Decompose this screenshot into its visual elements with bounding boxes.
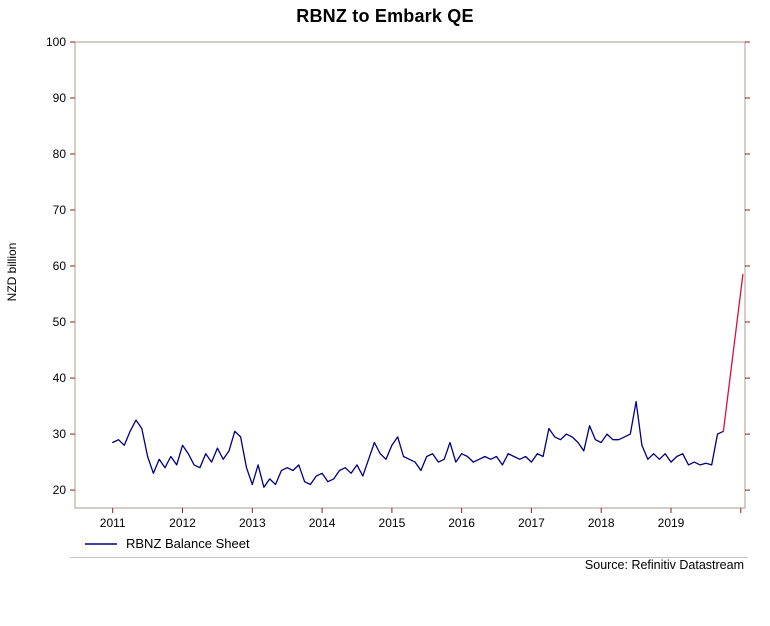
x-tick-label: 2018 — [588, 516, 615, 530]
x-tick-label: 2019 — [658, 516, 685, 530]
legend: RBNZ Balance Sheet — [84, 536, 250, 551]
y-tick-label: 80 — [53, 147, 67, 161]
plot-frame — [74, 41, 746, 509]
x-tick-label: 2017 — [518, 516, 545, 530]
x-tick-label: 2015 — [379, 516, 406, 530]
y-tick-label: 30 — [53, 427, 67, 441]
legend-label: RBNZ Balance Sheet — [126, 536, 250, 551]
x-tick-label: 2016 — [448, 516, 475, 530]
y-tick-label: 50 — [53, 315, 67, 329]
x-tick-label: 2012 — [169, 516, 196, 530]
x-tick-label: 2013 — [239, 516, 266, 530]
y-tick-label: 100 — [46, 35, 66, 49]
x-tick-label: 2014 — [309, 516, 336, 530]
y-tick-label: 70 — [53, 203, 67, 217]
source-attribution: Source: Refinitiv Datastream — [584, 558, 744, 572]
legend-line-sample — [85, 542, 117, 545]
y-tick-label: 20 — [53, 483, 67, 497]
x-tick-label: 2011 — [100, 516, 126, 530]
legend-separator-line — [70, 557, 748, 558]
y-tick-label: 60 — [53, 259, 67, 273]
y-tick-label: 90 — [53, 91, 67, 105]
series-line — [722, 273, 744, 432]
series-line — [112, 400, 725, 488]
y-tick-label: 40 — [53, 371, 67, 385]
y-axis-label: NZD billion — [5, 243, 19, 302]
chart-title: RBNZ to Embark QE — [296, 6, 474, 26]
